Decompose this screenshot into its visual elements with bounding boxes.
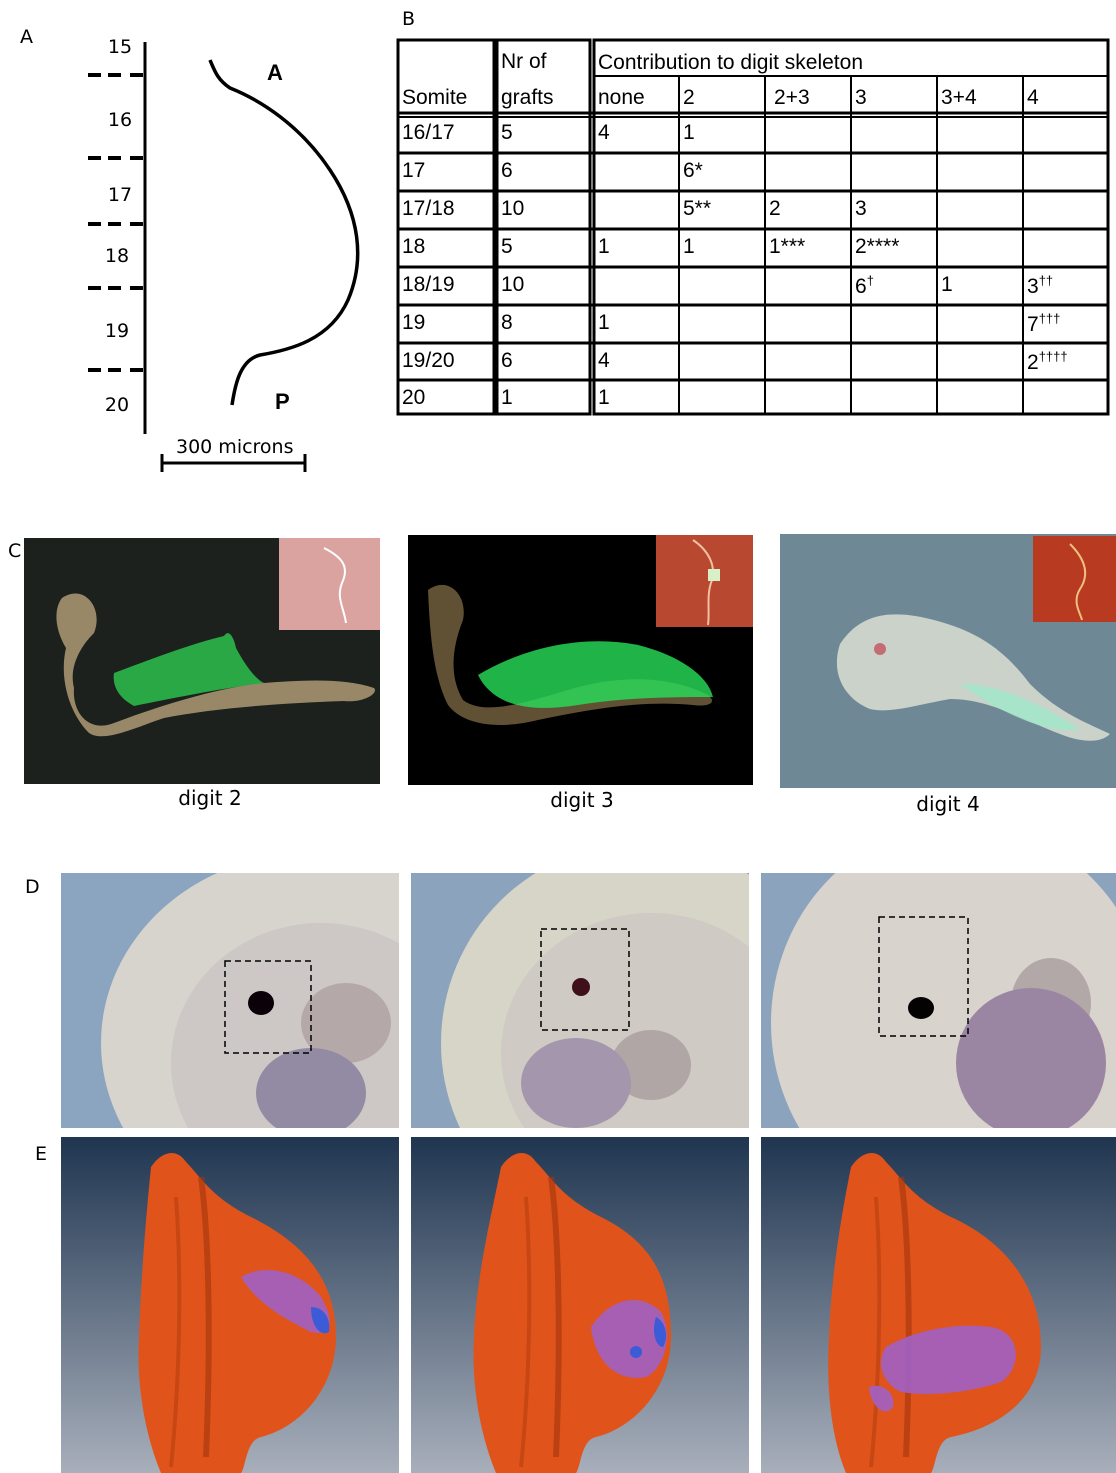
panel-label-e: E <box>35 1143 48 1165</box>
contribution-cell: 2†††† <box>1023 349 1068 375</box>
contribution-cell: 3†† <box>1023 273 1053 299</box>
contribution-value: 4 <box>598 121 610 144</box>
somite-label-20: 20 <box>104 394 130 416</box>
limb-3d-model-3 <box>761 1137 1116 1473</box>
contribution-value: 5** <box>683 197 712 220</box>
digit-3-image <box>408 535 753 785</box>
subheader-2: 2 <box>683 86 695 109</box>
subheader-2-3: 2+3 <box>774 86 810 109</box>
contribution-cell: 1 <box>937 273 953 297</box>
caption-digit-2: digit 2 <box>178 786 242 810</box>
subheader-3: 3 <box>855 86 867 109</box>
limb-bud-outline <box>208 59 360 406</box>
header-somite: Somite <box>402 86 468 109</box>
contribution-cell: 1 <box>594 235 610 259</box>
contribution-value: 4 <box>598 349 610 372</box>
contribution-cell: 1 <box>679 121 695 145</box>
contribution-value: 1 <box>683 235 695 258</box>
contribution-cell: 6* <box>679 159 703 183</box>
panel-label-b: B <box>402 8 416 30</box>
contribution-value: 3 <box>855 197 867 220</box>
row-somite-cell: 16/17 <box>402 121 455 144</box>
contribution-value: 1*** <box>769 235 806 258</box>
contribution-cell: 2 <box>765 197 781 221</box>
contribution-value: 1 <box>598 386 610 409</box>
subheader-4: 4 <box>1027 86 1039 109</box>
header-grafts-line2: grafts <box>501 86 554 109</box>
panel-b-table-grid <box>396 38 1110 416</box>
row-grafts-cell: 1 <box>501 386 513 409</box>
caption-digit-4: digit 4 <box>916 792 980 816</box>
contribution-cell: 3 <box>851 197 867 221</box>
caption-digit-3: digit 3 <box>550 788 614 812</box>
somite-label-15: 15 <box>107 36 133 58</box>
subheader-3-4: 3+4 <box>941 86 977 109</box>
contribution-value: 1 <box>598 235 610 258</box>
contribution-cell: 4 <box>594 349 610 373</box>
contribution-value: 2**** <box>855 235 900 258</box>
footnote-dagger: †††† <box>1038 349 1068 364</box>
contribution-cell: 1 <box>594 311 610 335</box>
contribution-value: 2 <box>769 197 781 220</box>
contribution-cell: 4 <box>594 121 610 145</box>
limb-3d-model-2 <box>411 1137 749 1473</box>
row-grafts-cell: 5 <box>501 121 513 144</box>
row-somite-cell: 18/19 <box>402 273 455 296</box>
somite-label-18: 18 <box>104 245 130 267</box>
embryo-image-3 <box>761 873 1116 1128</box>
contribution-value: 6 <box>855 275 867 298</box>
row-somite-cell: 17 <box>402 159 426 182</box>
row-grafts-cell: 10 <box>501 273 525 296</box>
embryo-image-1 <box>61 873 399 1128</box>
subheader-none: none <box>598 86 645 109</box>
contribution-value: 3 <box>1027 275 1039 298</box>
panel-label-c: C <box>8 540 22 562</box>
contribution-cell: 1 <box>679 235 695 259</box>
posterior-label: P <box>275 389 290 414</box>
contribution-value: 7 <box>1027 313 1039 336</box>
anterior-label: A <box>267 60 283 85</box>
row-grafts-cell: 6 <box>501 159 513 182</box>
contribution-value: 1 <box>941 273 953 296</box>
contribution-value: 1 <box>683 121 695 144</box>
footnote-dagger: †† <box>1038 273 1054 288</box>
footnote-dagger: † <box>866 273 874 288</box>
header-grafts-line1: Nr of <box>501 50 547 73</box>
limb-3d-model-1 <box>61 1137 399 1473</box>
contribution-value: 2 <box>1027 351 1039 374</box>
footnote-dagger: ††† <box>1038 311 1061 326</box>
somite-label-17: 17 <box>107 184 133 206</box>
row-somite-cell: 19/20 <box>402 349 455 372</box>
panel-label-a: A <box>20 26 33 48</box>
scale-bar-label: 300 microns <box>176 436 294 458</box>
row-grafts-cell: 5 <box>501 235 513 258</box>
contribution-cell: 1*** <box>765 235 805 259</box>
row-somite-cell: 17/18 <box>402 197 455 220</box>
contribution-cell: 6† <box>851 273 874 299</box>
contribution-value: 1 <box>598 311 610 334</box>
somite-label-16: 16 <box>107 109 133 131</box>
embryo-image-2 <box>411 873 749 1128</box>
somite-label-19: 19 <box>104 320 130 342</box>
panel-a-diagram <box>88 42 360 472</box>
digit-4-image <box>780 534 1116 788</box>
row-somite-cell: 18 <box>402 235 426 258</box>
contribution-cell: 1 <box>594 386 610 410</box>
contribution-cell: 7††† <box>1023 311 1060 337</box>
contribution-value: 6* <box>683 159 703 182</box>
digit-2-image <box>24 538 380 784</box>
row-grafts-cell: 10 <box>501 197 525 220</box>
contribution-cell: 2**** <box>851 235 899 259</box>
somite-boundaries <box>88 73 143 372</box>
panel-label-d: D <box>25 876 40 898</box>
row-grafts-cell: 6 <box>501 349 513 372</box>
row-somite-cell: 19 <box>402 311 426 334</box>
header-contribution: Contribution to digit skeleton <box>598 51 863 74</box>
contribution-cell: 5** <box>679 197 711 221</box>
row-somite-cell: 20 <box>402 386 426 409</box>
row-grafts-cell: 8 <box>501 311 513 334</box>
